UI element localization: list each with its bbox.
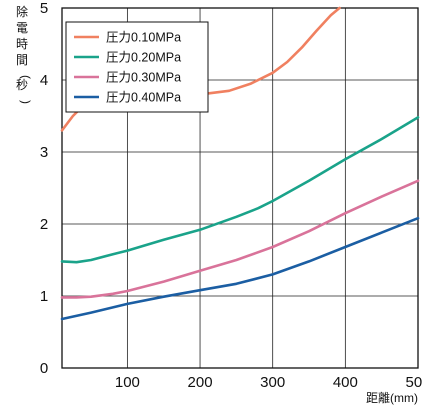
legend: 圧力0.10MPa 圧力0.20MPa 圧力0.30MPa 圧力0.40MPa (65, 21, 209, 113)
x-tick-100: 100 (115, 374, 140, 391)
series-line-2 (60, 116, 420, 264)
plot-frame (61, 7, 419, 369)
y-label-char-6: ) (19, 100, 33, 104)
legend-label-3: 圧力0.30MPa (106, 71, 181, 85)
legend-label-4: 圧力0.40MPa (106, 91, 181, 105)
y-label-char-2: 時 (16, 37, 28, 51)
series-line-3 (60, 179, 420, 299)
axes (61, 7, 419, 369)
y-tick-4: 4 (40, 72, 48, 89)
y-label-char-1: 電 (16, 21, 28, 35)
y-tick-0: 0 (40, 360, 48, 377)
y-tick-2: 2 (40, 216, 48, 233)
y-tick-5: 5 (40, 0, 48, 17)
legend-label-1: 圧力0.10MPa (106, 31, 181, 45)
y-tick-labels: 0 1 2 3 4 5 (40, 0, 48, 377)
y-label-char-3: 間 (16, 53, 28, 67)
y-tick-3: 3 (40, 144, 48, 161)
y-tick-1: 1 (40, 288, 48, 305)
x-axis-label: 距離(mm) (366, 391, 418, 405)
x-tick-300: 300 (260, 374, 285, 391)
y-label-char-0: 除 (16, 4, 28, 19)
series-lines (60, 6, 420, 321)
x-tick-400: 400 (333, 374, 358, 391)
x-tick-200: 200 (188, 374, 213, 391)
x-tick-500: 500 (405, 374, 422, 391)
y-label-char-5: 秒 (16, 78, 28, 92)
y-label-char-4: ( (19, 75, 33, 79)
x-tick-labels: 100 200 300 400 500 (115, 374, 422, 391)
legend-label-2: 圧力0.20MPa (106, 51, 181, 65)
series-line-4 (60, 216, 420, 321)
